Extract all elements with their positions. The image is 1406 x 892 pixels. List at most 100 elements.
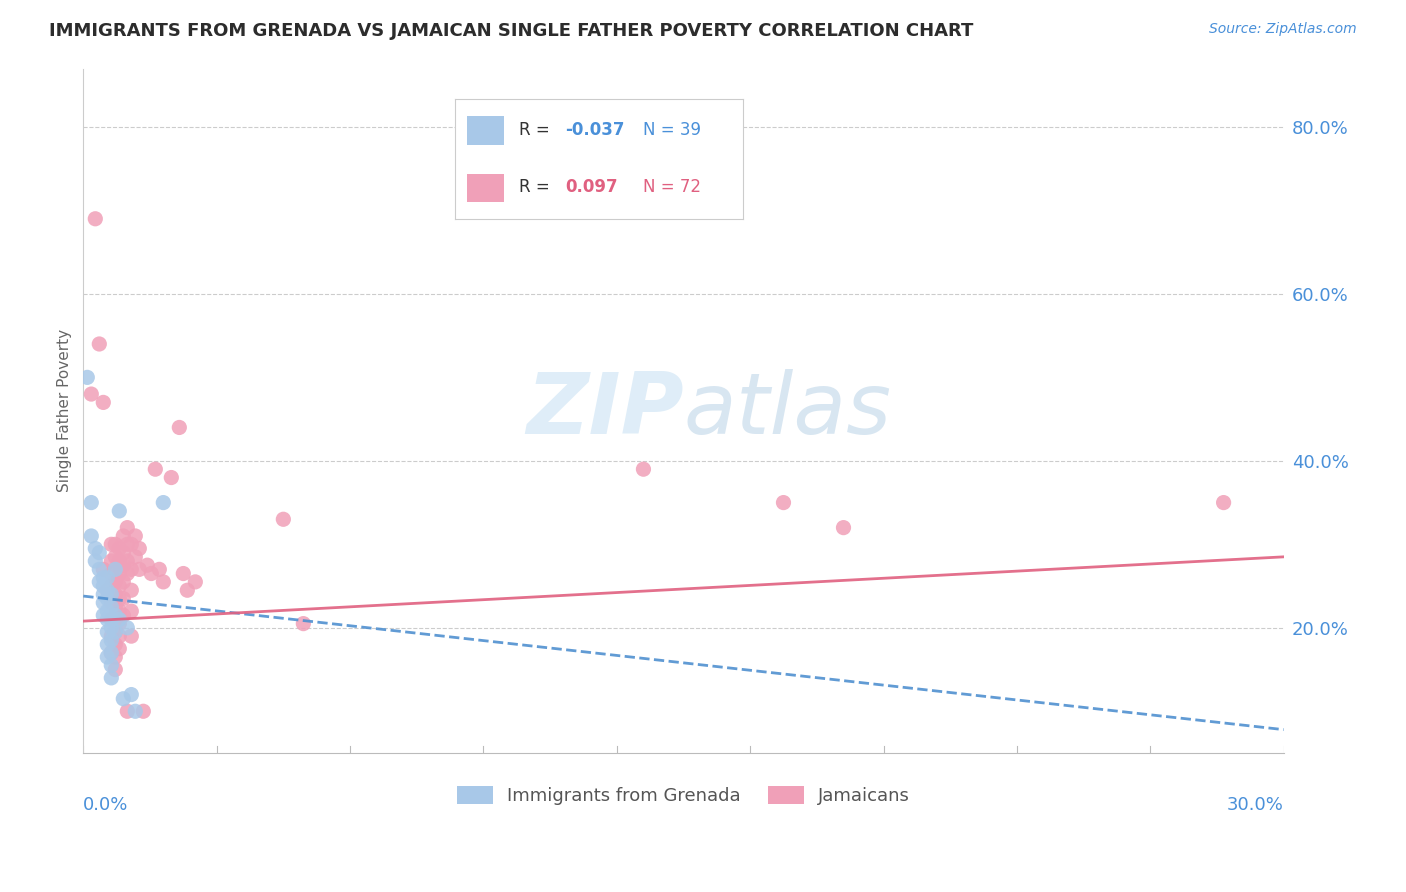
Point (104, 587, 127, 601)
Point (120, 629, 142, 643)
Point (273, 512, 295, 526)
Point (108, 616, 131, 631)
Point (143, 462, 166, 476)
Point (104, 599, 127, 614)
Point (172, 566, 194, 581)
Point (89, 337, 111, 351)
Point (104, 624, 127, 639)
Point (128, 541, 150, 556)
Point (108, 504, 131, 518)
Point (160, 470, 183, 484)
Point (91, 579, 114, 593)
Point (112, 691, 135, 706)
Point (89, 546, 111, 560)
Point (108, 591, 131, 606)
Point (100, 633, 122, 648)
Point (108, 612, 131, 626)
Text: 30.0%: 30.0% (1227, 797, 1284, 814)
Point (117, 704, 139, 718)
Point (96, 583, 118, 598)
Point (108, 641, 131, 656)
Legend: Immigrants from Grenada, Jamaicans: Immigrants from Grenada, Jamaicans (450, 779, 918, 813)
Point (112, 591, 135, 606)
Point (152, 495, 174, 509)
Point (104, 608, 127, 623)
Point (84, 541, 107, 556)
Point (112, 529, 135, 543)
Text: Source: ZipAtlas.com: Source: ZipAtlas.com (1209, 22, 1357, 37)
Point (117, 554, 139, 568)
Point (108, 629, 131, 643)
Point (108, 604, 131, 618)
Point (96, 583, 118, 598)
Point (120, 604, 142, 618)
Point (100, 612, 122, 626)
Point (104, 562, 127, 576)
Point (124, 529, 146, 543)
Point (100, 658, 122, 673)
Point (120, 583, 142, 598)
Point (96, 650, 118, 665)
Point (91, 571, 114, 585)
Point (772, 495, 794, 509)
Point (96, 604, 118, 618)
Point (100, 629, 122, 643)
Point (104, 574, 127, 589)
Point (100, 646, 122, 660)
Point (100, 554, 122, 568)
Point (184, 574, 207, 589)
Point (104, 612, 127, 626)
Point (117, 566, 139, 581)
Point (136, 558, 159, 573)
Point (84, 211, 107, 226)
Point (91, 608, 114, 623)
Point (108, 579, 131, 593)
Text: 0.0%: 0.0% (83, 797, 129, 814)
Point (112, 546, 135, 560)
Text: IMMIGRANTS FROM GRENADA VS JAMAICAN SINGLE FATHER POVERTY CORRELATION CHART: IMMIGRANTS FROM GRENADA VS JAMAICAN SING… (49, 22, 973, 40)
Point (124, 704, 146, 718)
Point (80, 495, 103, 509)
Point (132, 704, 155, 718)
Point (117, 537, 139, 551)
Point (152, 574, 174, 589)
Point (104, 638, 127, 652)
Point (112, 574, 135, 589)
Point (100, 671, 122, 685)
Point (91, 562, 114, 576)
Point (76, 370, 98, 384)
Point (292, 616, 315, 631)
Point (108, 554, 131, 568)
Point (100, 599, 122, 614)
Point (89, 574, 111, 589)
Point (112, 558, 135, 573)
Point (96, 638, 118, 652)
Point (104, 549, 127, 564)
Point (100, 566, 122, 581)
Point (104, 650, 127, 665)
Point (96, 571, 118, 585)
Point (91, 596, 114, 610)
Point (104, 624, 127, 639)
Point (100, 587, 122, 601)
Point (80, 387, 103, 401)
Point (128, 562, 150, 576)
Point (96, 612, 118, 626)
Point (104, 537, 127, 551)
Point (100, 537, 122, 551)
Point (104, 562, 127, 576)
Point (96, 591, 118, 606)
Point (100, 646, 122, 660)
Point (169, 420, 191, 434)
Point (117, 521, 139, 535)
Point (112, 608, 135, 623)
Point (96, 624, 118, 639)
Point (176, 583, 198, 598)
Y-axis label: Single Father Poverty: Single Father Poverty (58, 329, 72, 492)
Point (141, 566, 163, 581)
Point (108, 566, 131, 581)
Point (84, 554, 107, 568)
Point (91, 587, 114, 601)
Point (100, 612, 122, 626)
Point (100, 596, 122, 610)
